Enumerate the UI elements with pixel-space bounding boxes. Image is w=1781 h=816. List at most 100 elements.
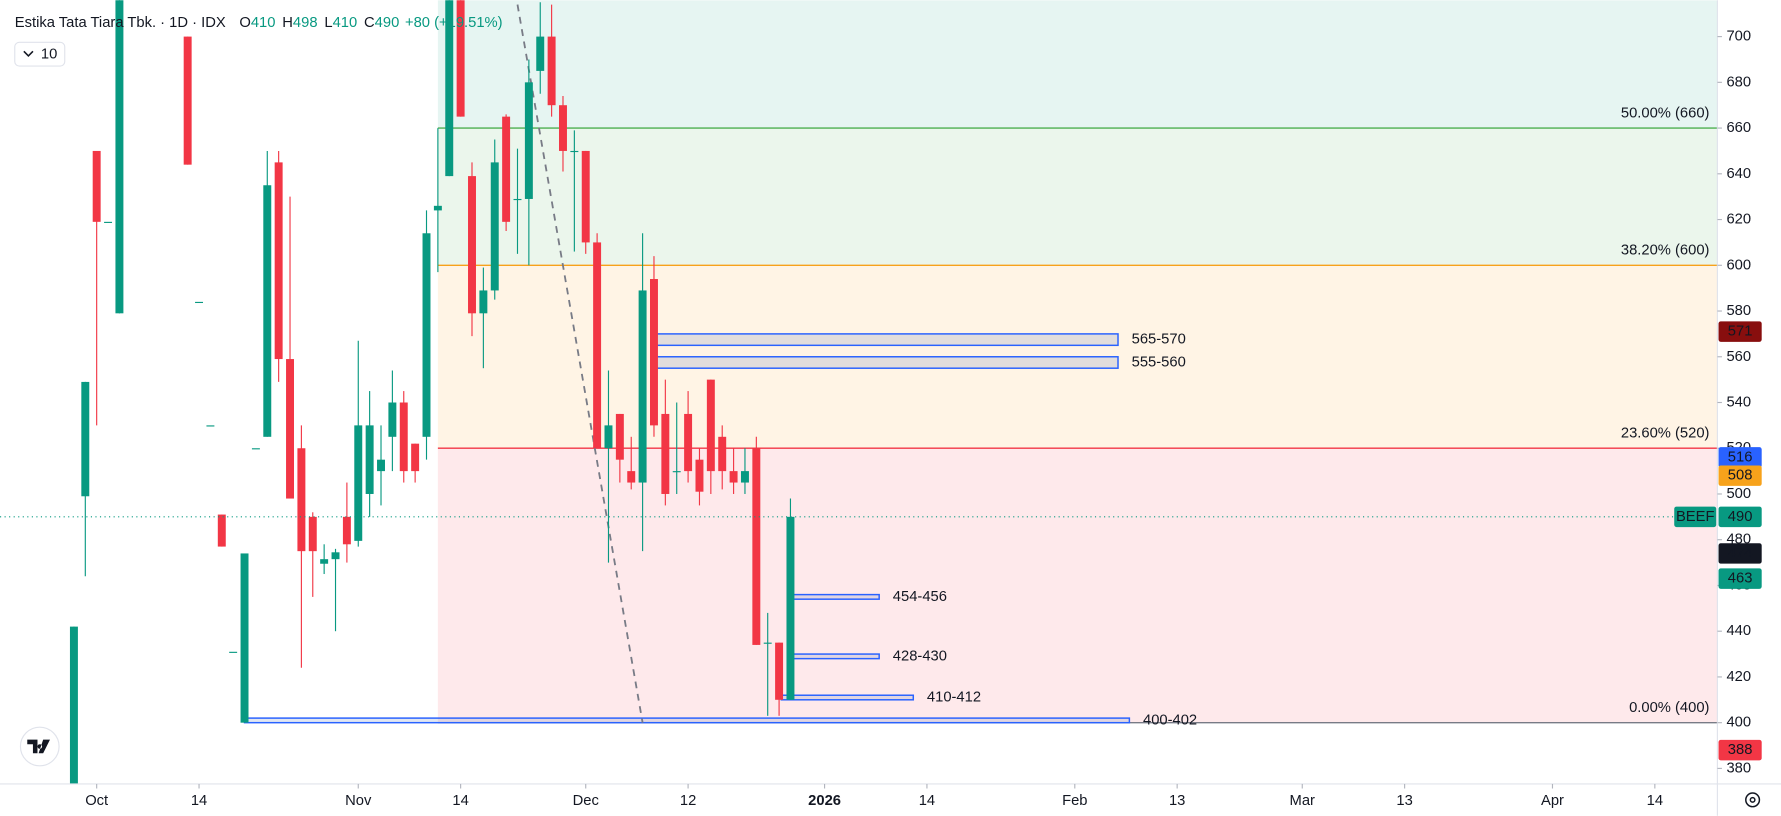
candle-body [593,242,602,449]
fib-zone [437,448,1718,723]
price-badge-bg [1718,543,1762,564]
y-tick-label: 680 [1726,74,1751,90]
price-badge-bg [1718,506,1762,528]
price-badge: 474 [1718,543,1762,564]
fib-label: 50.00% (660) [1621,105,1710,121]
candle-body [331,552,340,560]
candle-body [695,459,704,492]
candle-body [627,471,636,483]
candle-body [81,381,90,497]
price-badge-bg [1718,739,1762,761]
settings-icon[interactable] [1745,792,1761,808]
y-tick-label: 420 [1726,669,1751,685]
y-tick-label: 700 [1726,29,1751,45]
x-tick-label: Mar [1290,793,1315,809]
y-tick-label: 620 [1726,212,1751,228]
price-badge-bg [1718,447,1762,468]
zone-box [243,717,1131,724]
zone-box [791,593,880,600]
candle-body [195,301,204,304]
x-tick-label: Apr [1541,793,1564,809]
candle-body [672,471,681,473]
zone-box [655,356,1119,369]
x-tick-label: 12 [680,793,696,809]
chevron-icon [23,50,34,58]
y-tick-label: 580 [1726,303,1751,319]
symbol-badge-label: BEEF [1676,509,1715,525]
candle-body [729,471,738,483]
candle-body [786,516,795,700]
ohlc-value: 410 [251,15,276,31]
candle-body [92,150,101,222]
x-tick-label: 14 [919,793,935,809]
candle-body [104,221,113,223]
header: Estika Tata Tiara Tbk. · 1D · IDX O410 H49… [14,15,503,67]
candle-body [763,642,772,644]
price-badge-label: 490 [1728,509,1753,525]
y-tick-label: 640 [1726,166,1751,182]
ohlc-value: 410 [333,15,358,31]
x-tick-label: 13 [1396,793,1412,809]
fib-label: 0.00% (400) [1629,700,1709,716]
box-label: 555-560 [1132,354,1186,370]
indicators-toggle[interactable] [14,41,66,67]
box-label: 400-402 [1143,712,1197,728]
zone-box [655,333,1119,347]
price-badge-label: 474 [1728,545,1753,561]
ohlc-label: L [324,15,332,31]
price-badge-label: 508 [1728,468,1753,484]
candle-body [69,626,78,784]
candle-body [342,516,351,545]
price-badge: 571 [1718,321,1762,342]
candle-body [263,185,272,437]
candle-body [536,36,545,71]
symbol-title: Estika Tata Tiara Tbk. · 1D · IDX [15,15,226,31]
candle-body [559,105,567,151]
candle-body [513,198,522,201]
candle-body [365,425,374,494]
zone-box [791,653,880,660]
candle-body [217,514,226,547]
price-badge-label: 516 [1728,449,1753,465]
axes: 3804004204404604805005205405605806006206… [85,29,1762,809]
candle-body [422,233,431,437]
candle-body [377,459,385,472]
x-tick-label: Oct [85,793,108,809]
candle-body [354,425,363,541]
tradingview-logo[interactable] [19,726,60,767]
candle-body [445,0,454,177]
plot-area: 0.00% (400) 23.60% (520) 38.20% (600) 50.00… [0,0,1718,784]
price-badge-bg [1718,465,1762,486]
ohlc-value: 490 [375,15,400,31]
candle-body [649,279,658,426]
candle-body [740,471,749,483]
candle-body [183,36,192,165]
candle-body [251,448,260,450]
candle-body [433,205,442,211]
x-tick-label: 14 [1647,793,1663,809]
fib-label: 38.20% (600) [1621,243,1710,259]
candle-body [718,436,727,472]
candle-body [604,425,613,449]
candle-body [775,642,784,700]
price-badge: 490 [1718,506,1762,528]
y-tick-label: 380 [1726,760,1751,776]
box-label: 428-430 [893,648,947,664]
ohlc-label: H [282,15,293,31]
fib-label: 23.60% (520) [1621,425,1710,441]
price-badge: 463 [1718,568,1762,589]
candle-body [286,359,294,499]
price-badge-bg [1718,568,1762,589]
indicator-count: 10 [41,47,57,63]
zone-box [780,694,915,701]
candle-body [524,82,533,199]
candle-body [581,150,590,243]
candle-body [706,379,715,472]
legend-line: Estika Tata Tiara Tbk. · 1D · IDX O410 H49… [15,15,503,31]
y-tick-label: 560 [1726,349,1751,365]
box-label: 565-570 [1132,332,1186,348]
y-tick-label: 440 [1726,623,1751,639]
